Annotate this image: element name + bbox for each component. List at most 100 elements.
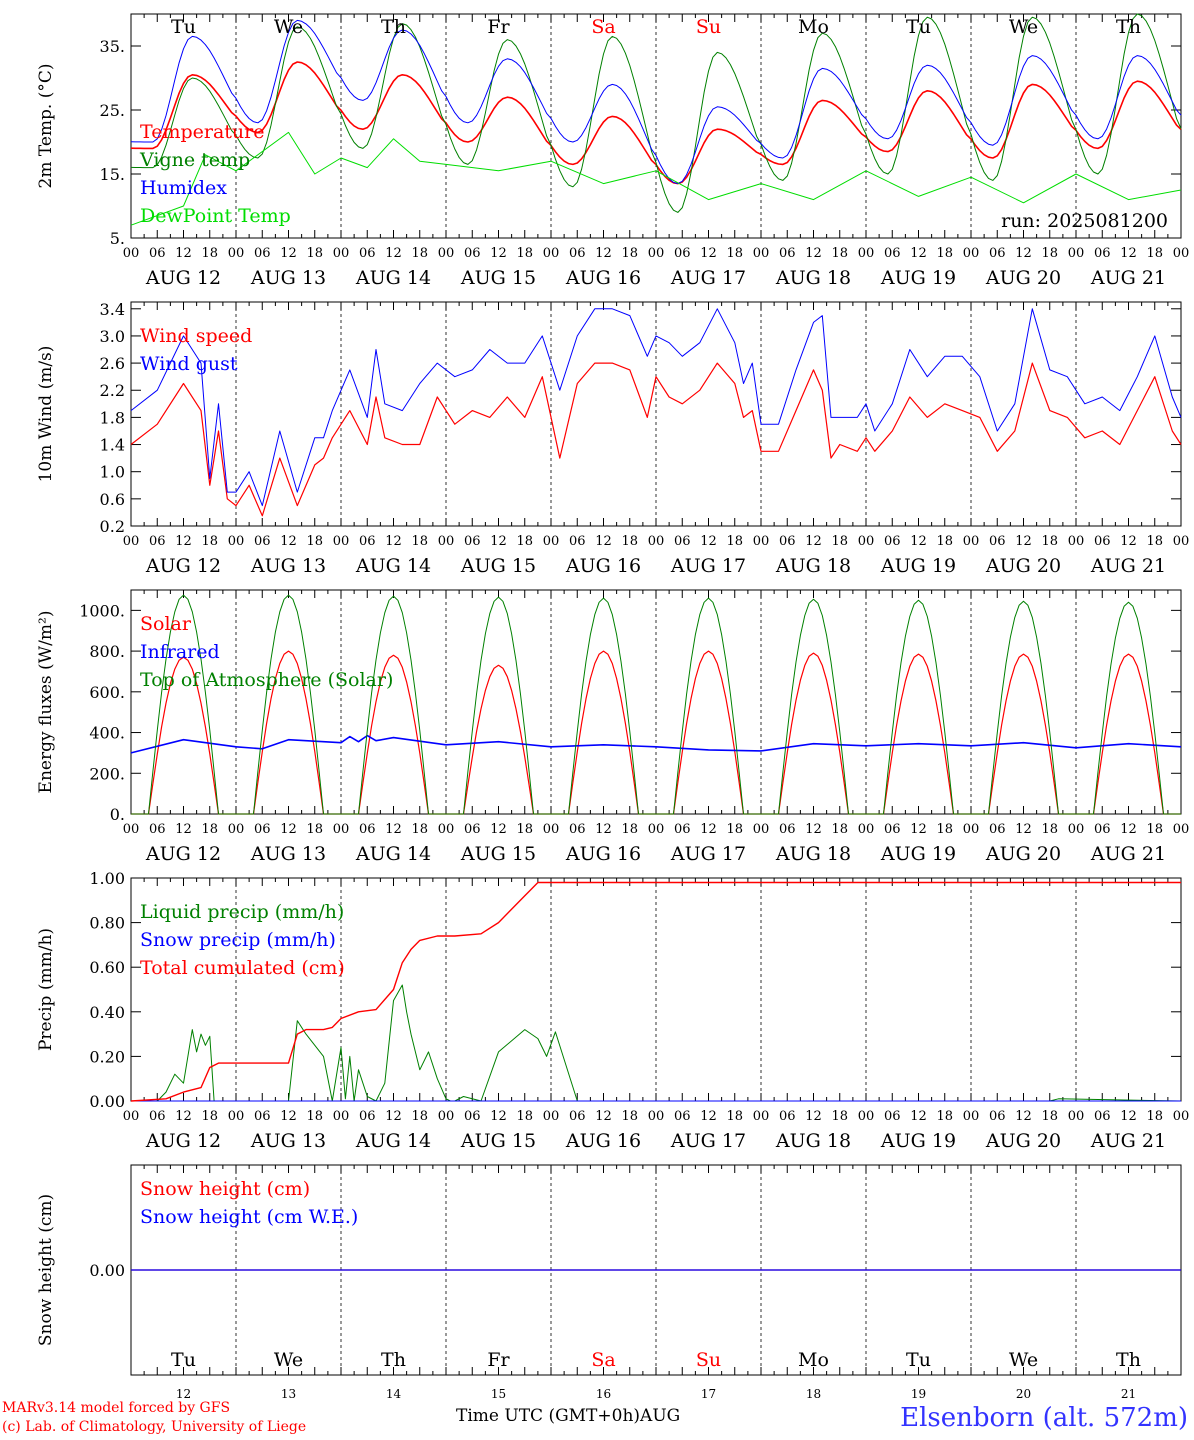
legend-entry: Total cumulated (cm) xyxy=(140,957,345,979)
y-axis-label: Precip (mm/h) xyxy=(36,928,56,1051)
hour-tick-label: 06 xyxy=(254,534,271,549)
hour-tick-label: 00 xyxy=(1068,246,1085,261)
hour-tick-label: 12 xyxy=(805,246,822,261)
hour-tick-label: 00 xyxy=(333,1109,350,1124)
chart-panel-5: 0.00 Snow height (cm) Snow height (cm) Snow… xyxy=(36,1164,1182,1376)
day-number-label: 20 xyxy=(1016,1387,1031,1401)
hour-tick-label: 00 xyxy=(123,246,140,261)
hour-tick-label: 18 xyxy=(726,246,743,261)
hour-tick-label: 06 xyxy=(149,534,166,549)
hour-tick-label: 00 xyxy=(438,246,455,261)
hour-tick-label: 18 xyxy=(1041,246,1058,261)
y-tick-label: 200. xyxy=(89,764,125,783)
x-axis-label-text: Time UTC (GMT+0h) xyxy=(456,1406,641,1426)
hour-tick-label: 06 xyxy=(359,246,376,261)
hour-tick-label: 18 xyxy=(1146,534,1163,549)
hour-tick-label: 06 xyxy=(779,534,796,549)
hour-tick-label: 06 xyxy=(989,246,1006,261)
y-axis-label: 10m Wind (m/s) xyxy=(36,346,56,483)
hour-tick-label: 18 xyxy=(1146,246,1163,261)
run-label: run: 2025081200 xyxy=(1001,210,1168,232)
station-name: Elsenborn (alt. 572m) xyxy=(900,1403,1188,1433)
y-tick-label: 1.8 xyxy=(100,408,125,427)
y-tick-label: 0.2 xyxy=(100,517,125,536)
hour-tick-label: 12 xyxy=(700,822,717,837)
legend-entry: Wind gust xyxy=(140,353,238,375)
y-tick-label: 5. xyxy=(110,229,125,248)
legend-entry: Liquid precip (mm/h) xyxy=(140,901,344,923)
hour-tick-label: 18 xyxy=(936,1109,953,1124)
hour-tick-label: 00 xyxy=(438,822,455,837)
hour-tick-label: 00 xyxy=(648,534,665,549)
hour-tick-label: 12 xyxy=(385,534,402,549)
date-label: AUG 12 xyxy=(145,267,221,289)
y-tick-label: 0.80 xyxy=(89,914,125,933)
hour-tick-label: 06 xyxy=(359,822,376,837)
y-axis-label: 2m Temp. (°C) xyxy=(36,63,56,188)
hour-tick-label: 18 xyxy=(201,822,218,837)
date-label: AUG 16 xyxy=(565,555,641,577)
hour-tick-label: 06 xyxy=(989,822,1006,837)
hour-tick-label: 06 xyxy=(674,1109,691,1124)
hour-tick-label: 00 xyxy=(1173,1109,1190,1124)
hour-tick-label: 12 xyxy=(1120,1109,1137,1124)
chart-panel-3: 0. 200. 400. 600. 800. 1000. Energy fluxes (W/… xyxy=(36,589,1189,865)
weekday-label-bottom: We xyxy=(274,1349,303,1371)
hour-tick-label: 00 xyxy=(963,822,980,837)
hour-tick-label: 00 xyxy=(1173,534,1190,549)
panel-frame xyxy=(130,589,1182,815)
hour-tick-label: 18 xyxy=(936,534,953,549)
hour-tick-label: 12 xyxy=(700,1109,717,1124)
hour-tick-label: 12 xyxy=(175,534,192,549)
hour-tick-label: 18 xyxy=(936,822,953,837)
y-axis-label: Snow height (cm) xyxy=(36,1194,56,1346)
hour-tick-label: 12 xyxy=(490,534,507,549)
hour-tick-label: 00 xyxy=(753,1109,770,1124)
hour-tick-label: 18 xyxy=(306,246,323,261)
date-label: AUG 19 xyxy=(880,1130,956,1152)
hour-tick-label: 18 xyxy=(831,246,848,261)
hour-tick-label: 06 xyxy=(674,246,691,261)
legend-entry: Wind speed xyxy=(140,325,252,347)
date-label: AUG 16 xyxy=(565,267,641,289)
hour-tick-label: 06 xyxy=(1094,246,1111,261)
hour-tick-label: 12 xyxy=(1120,534,1137,549)
y-tick-label: 15. xyxy=(100,165,125,184)
hour-tick-label: 06 xyxy=(464,534,481,549)
date-label: AUG 21 xyxy=(1090,843,1166,865)
hour-tick-label: 18 xyxy=(516,822,533,837)
hour-tick-label: 00 xyxy=(753,246,770,261)
day-number-label: 19 xyxy=(911,1387,926,1401)
hour-tick-label: 12 xyxy=(280,534,297,549)
hour-tick-label: 18 xyxy=(831,822,848,837)
hour-tick-label: 12 xyxy=(490,246,507,261)
hour-tick-label: 12 xyxy=(175,246,192,261)
hour-tick-label: 12 xyxy=(280,246,297,261)
legend-entry: Snow height (cm) xyxy=(140,1178,310,1200)
hour-tick-label: 12 xyxy=(280,822,297,837)
day-number-label: 18 xyxy=(806,1387,821,1401)
series-line-dewpoint-temp xyxy=(130,131,1182,226)
hour-tick-label: 12 xyxy=(385,822,402,837)
y-tick-label: 1.4 xyxy=(100,436,125,455)
weekday-label-bottom: Su xyxy=(696,1349,721,1371)
date-label: AUG 14 xyxy=(355,267,431,289)
date-label: AUG 14 xyxy=(355,555,431,577)
hour-tick-label: 00 xyxy=(123,534,140,549)
hour-tick-label: 18 xyxy=(516,1109,533,1124)
date-label: AUG 16 xyxy=(565,843,641,865)
weekday-label-bottom: Tu xyxy=(906,1349,931,1371)
y-tick-label: 600. xyxy=(89,683,125,702)
hour-tick-label: 12 xyxy=(805,534,822,549)
series-line-wind-speed xyxy=(130,362,1182,517)
hour-tick-label: 00 xyxy=(1068,822,1085,837)
hour-tick-label: 18 xyxy=(936,246,953,261)
chart-panel-1: 5. 15. 25. 35. 2m Temp. (°C) Temperature Vigne… xyxy=(36,13,1189,289)
hour-tick-label: 18 xyxy=(306,822,323,837)
hour-tick-label: 12 xyxy=(595,822,612,837)
hour-tick-label: 12 xyxy=(700,534,717,549)
date-label: AUG 20 xyxy=(985,1130,1061,1152)
hour-tick-label: 18 xyxy=(411,534,428,549)
legend-entry: Snow precip (mm/h) xyxy=(140,929,336,951)
date-label: AUG 15 xyxy=(460,1130,536,1152)
